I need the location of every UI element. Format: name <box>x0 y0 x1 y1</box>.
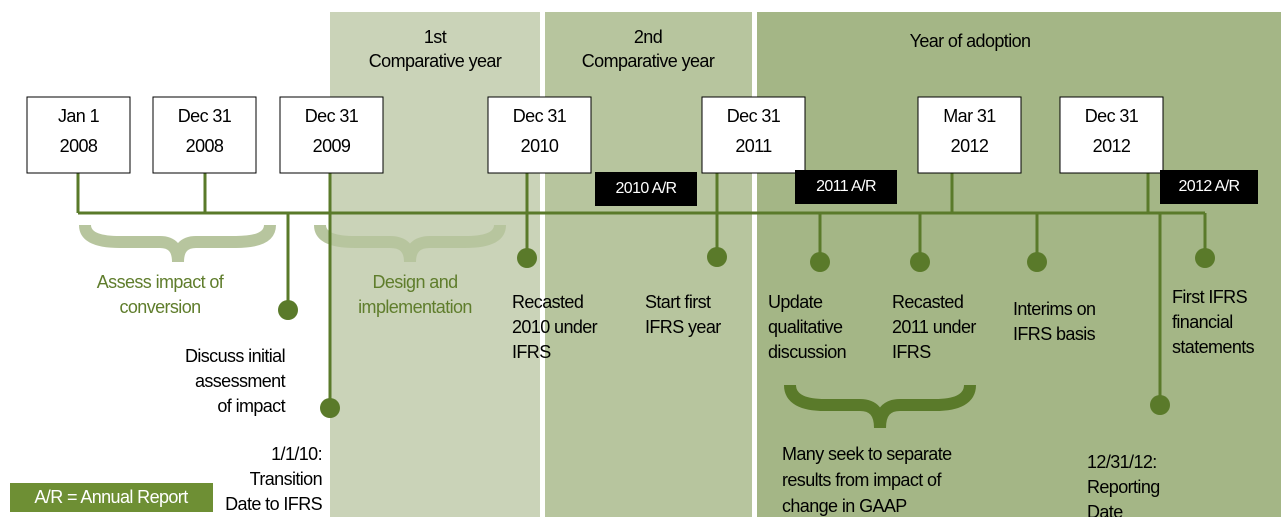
ar-label: 2010 A/R <box>615 180 676 197</box>
event-label: Recasted <box>512 292 583 312</box>
braces <box>79 224 976 429</box>
ar-box <box>1160 170 1258 204</box>
event-label: of impact <box>217 396 285 416</box>
period-title: Comparative year <box>582 51 715 71</box>
event-label: Interims on <box>1013 299 1095 319</box>
event-dot <box>517 248 537 268</box>
event-dot <box>278 300 298 320</box>
event-label: Update <box>768 292 823 312</box>
date-label: Dec 31 <box>1085 106 1139 126</box>
event-label: discussion <box>768 342 846 362</box>
event-label: Transition <box>250 469 322 489</box>
event-label: statements <box>1172 337 1255 357</box>
phase-label: conversion <box>119 297 200 317</box>
date-label: Dec 31 <box>178 106 232 126</box>
date-label: 2010 <box>521 136 559 156</box>
date-box <box>487 96 592 174</box>
date-box <box>1059 96 1164 174</box>
event-label: assessment <box>195 371 286 391</box>
date-label: Dec 31 <box>305 106 359 126</box>
date-label: 2008 <box>60 136 98 156</box>
event-label: Start first <box>645 292 711 312</box>
phase-label: Assess impact of <box>97 272 225 292</box>
event-label: First IFRS <box>1172 287 1248 307</box>
date-box <box>26 96 131 174</box>
period-panel <box>757 12 1281 517</box>
date-box <box>152 96 257 174</box>
event-label: IFRS <box>512 342 551 362</box>
date-box <box>279 96 384 174</box>
brace <box>784 384 976 429</box>
ar-label: 2011 A/R <box>816 178 876 195</box>
date-label: 2008 <box>186 136 224 156</box>
date-label: 2012 <box>1093 136 1131 156</box>
period-title: Comparative year <box>369 51 502 71</box>
date-label: Dec 31 <box>727 106 781 126</box>
event-dot <box>810 252 830 272</box>
brace <box>79 224 276 263</box>
note-label: change in GAAP <box>782 496 907 516</box>
period-title: 1st <box>424 27 447 47</box>
event-dot <box>910 252 930 272</box>
event-dot <box>1027 252 1047 272</box>
event-label: 12/31/12: <box>1087 452 1157 472</box>
event-label: qualitative <box>768 317 843 337</box>
date-label: 2011 <box>735 136 772 156</box>
event-label: Date to IFRS <box>225 494 322 514</box>
event-dot <box>320 398 340 418</box>
date-label: Dec 31 <box>513 106 567 126</box>
date-label: 2009 <box>313 136 351 156</box>
phase-label: implementation <box>358 297 472 317</box>
ar-box <box>795 170 897 204</box>
event-label: IFRS basis <box>1013 324 1096 344</box>
date-label: Mar 31 <box>943 106 996 126</box>
event-label: IFRS year <box>645 317 721 337</box>
phase-label: Design and <box>372 272 457 292</box>
period-title: Year of adoption <box>910 31 1031 51</box>
date-label: 2012 <box>951 136 989 156</box>
event-label: 2010 under <box>512 317 598 337</box>
note-label: Many seek to separate <box>782 444 952 464</box>
period-panel <box>330 12 540 517</box>
legend-box <box>10 483 213 512</box>
brace <box>314 224 506 263</box>
event-label: Date <box>1087 502 1123 517</box>
event-label: IFRS <box>892 342 931 362</box>
event-dot <box>707 247 727 267</box>
ar-box <box>595 172 697 206</box>
ar-label: 2012 A/R <box>1178 178 1239 195</box>
event-dot <box>1195 248 1215 268</box>
event-label: Reporting <box>1087 477 1160 497</box>
event-label: financial <box>1172 312 1233 332</box>
event-label: Recasted <box>892 292 963 312</box>
event-label: 1/1/10: <box>271 444 322 464</box>
period-title: 2nd <box>634 27 662 47</box>
legend-text: A/R = Annual Report <box>34 487 188 507</box>
note-label: results from impact of <box>782 470 942 490</box>
event-label: 2011 under <box>892 317 976 337</box>
event-label: Discuss initial <box>185 346 285 366</box>
date-box <box>701 96 806 174</box>
date-box <box>917 96 1022 174</box>
event-dot <box>1150 395 1170 415</box>
date-label: Jan 1 <box>58 106 100 126</box>
